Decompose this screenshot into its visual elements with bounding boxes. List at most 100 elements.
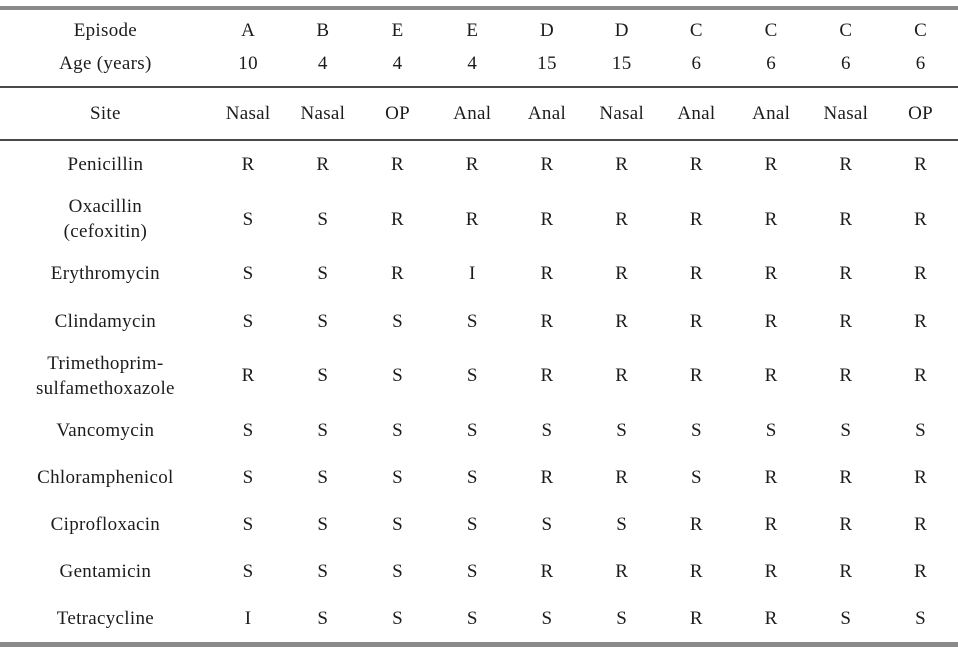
- row-label-line: Erythromycin: [50, 263, 160, 285]
- cell: R: [914, 561, 928, 583]
- cell: S: [392, 365, 403, 387]
- cell: R: [615, 466, 629, 488]
- row-label: Trimethoprim-sulfamethoxazole: [0, 345, 211, 407]
- header-row-age: Age (years) 10 4 4 4 15 15 6 6 6 6: [0, 47, 958, 89]
- table-row: Trimethoprim-sulfamethoxazole R S S S R R R R R R: [0, 345, 958, 407]
- cell: 4: [434, 47, 510, 89]
- cell: R: [465, 208, 479, 230]
- cell: R: [316, 154, 330, 176]
- cell: R: [615, 365, 629, 387]
- header-row-site: Site Nasal Nasal OP Anal Anal Nasal Anal Anal Nas…: [0, 87, 958, 142]
- cell: S: [392, 419, 403, 441]
- cell: S: [466, 365, 478, 387]
- cell: S: [616, 419, 628, 441]
- cell: R: [241, 365, 255, 387]
- cell: R: [839, 208, 853, 230]
- cell: R: [914, 513, 928, 535]
- cell: S: [541, 608, 553, 630]
- table-body: Penicillin R R R R R R R R R R Oxacillin (cefoxitin)…: [0, 140, 958, 644]
- cell: R: [764, 513, 778, 535]
- antibiotic-susceptibility-table: Episode A B E E D D C C C C Age (years) 10 4 4 4 15 15 6 6 6…: [0, 6, 958, 648]
- cell: R: [615, 561, 629, 583]
- cell: S: [242, 208, 254, 230]
- cell: S: [242, 310, 254, 332]
- cell: C: [839, 20, 853, 41]
- cell: R: [839, 263, 853, 285]
- cell: R: [540, 365, 554, 387]
- cell: R: [839, 561, 853, 583]
- row-label-line: Chloramphenicol: [37, 466, 174, 488]
- cell: R: [540, 263, 554, 285]
- cell: 10: [210, 47, 286, 89]
- cell: R: [615, 263, 629, 285]
- cell: 4: [360, 47, 435, 89]
- cell: R: [914, 154, 928, 176]
- cell: R: [764, 208, 778, 230]
- cell: S: [317, 419, 329, 441]
- cell: R: [465, 154, 479, 176]
- row-label-line: Age (years): [59, 53, 152, 75]
- cell: S: [840, 608, 852, 630]
- cell: B: [316, 20, 330, 41]
- header-row-episode: Episode A B E E D D C C C C: [0, 8, 958, 47]
- cell: R: [839, 365, 853, 387]
- row-label-line: (cefoxitin): [63, 221, 148, 243]
- row-label: Gentamicin: [0, 548, 211, 595]
- cell: R: [839, 154, 853, 176]
- cell: R: [540, 310, 554, 332]
- cell: 15: [584, 47, 660, 89]
- row-label: Site: [0, 87, 211, 142]
- cell: Nasal: [808, 87, 884, 142]
- cell: R: [540, 466, 554, 488]
- row-label: Ciprofloxacin: [0, 501, 211, 548]
- cell: Nasal: [210, 87, 286, 142]
- cell: R: [839, 513, 853, 535]
- cell: R: [689, 561, 703, 583]
- cell: A: [241, 20, 256, 41]
- cell: S: [466, 608, 478, 630]
- table-row: Ciprofloxacin S S S S S S R R R R: [0, 501, 958, 548]
- cell: R: [391, 263, 405, 285]
- cell: R: [689, 208, 703, 230]
- row-label-line: Ciprofloxacin: [50, 513, 161, 535]
- cell: S: [690, 419, 702, 441]
- cell: S: [242, 513, 254, 535]
- cell: Anal: [659, 87, 734, 142]
- cell: C: [689, 20, 703, 41]
- cell: R: [914, 310, 928, 332]
- cell: R: [391, 154, 405, 176]
- cell: R: [689, 310, 703, 332]
- cell: S: [466, 419, 478, 441]
- cell: 6: [659, 47, 734, 89]
- row-label: Penicillin: [0, 140, 211, 188]
- table-row: Chloramphenicol S S S S R R S R R R: [0, 454, 958, 501]
- cell: S: [466, 310, 478, 332]
- row-label: Erythromycin: [0, 250, 211, 297]
- table-row: Oxacillin (cefoxitin) S S R R R R R R R R: [0, 188, 958, 250]
- cell: R: [689, 154, 703, 176]
- cell: R: [615, 310, 629, 332]
- cell: R: [689, 513, 703, 535]
- cell: R: [914, 466, 928, 488]
- cell: R: [914, 263, 928, 285]
- cell: S: [317, 608, 329, 630]
- row-label: Vancomycin: [0, 407, 211, 454]
- cell: D: [539, 20, 554, 41]
- cell: R: [914, 208, 928, 230]
- cell: R: [839, 466, 853, 488]
- cell: S: [242, 466, 254, 488]
- cell: S: [242, 561, 254, 583]
- row-label-line: Penicillin: [67, 154, 144, 176]
- cell: R: [615, 208, 629, 230]
- cell: R: [540, 561, 554, 583]
- cell: S: [392, 310, 403, 332]
- row-label: Tetracycline: [0, 595, 211, 645]
- cell: S: [392, 561, 403, 583]
- cell: S: [765, 419, 777, 441]
- row-label: Episode: [0, 8, 211, 47]
- cell: Nasal: [584, 87, 660, 142]
- cell: 6: [733, 47, 809, 89]
- cell: Anal: [733, 87, 809, 142]
- table-row: Penicillin R R R R R R R R R R: [0, 140, 958, 188]
